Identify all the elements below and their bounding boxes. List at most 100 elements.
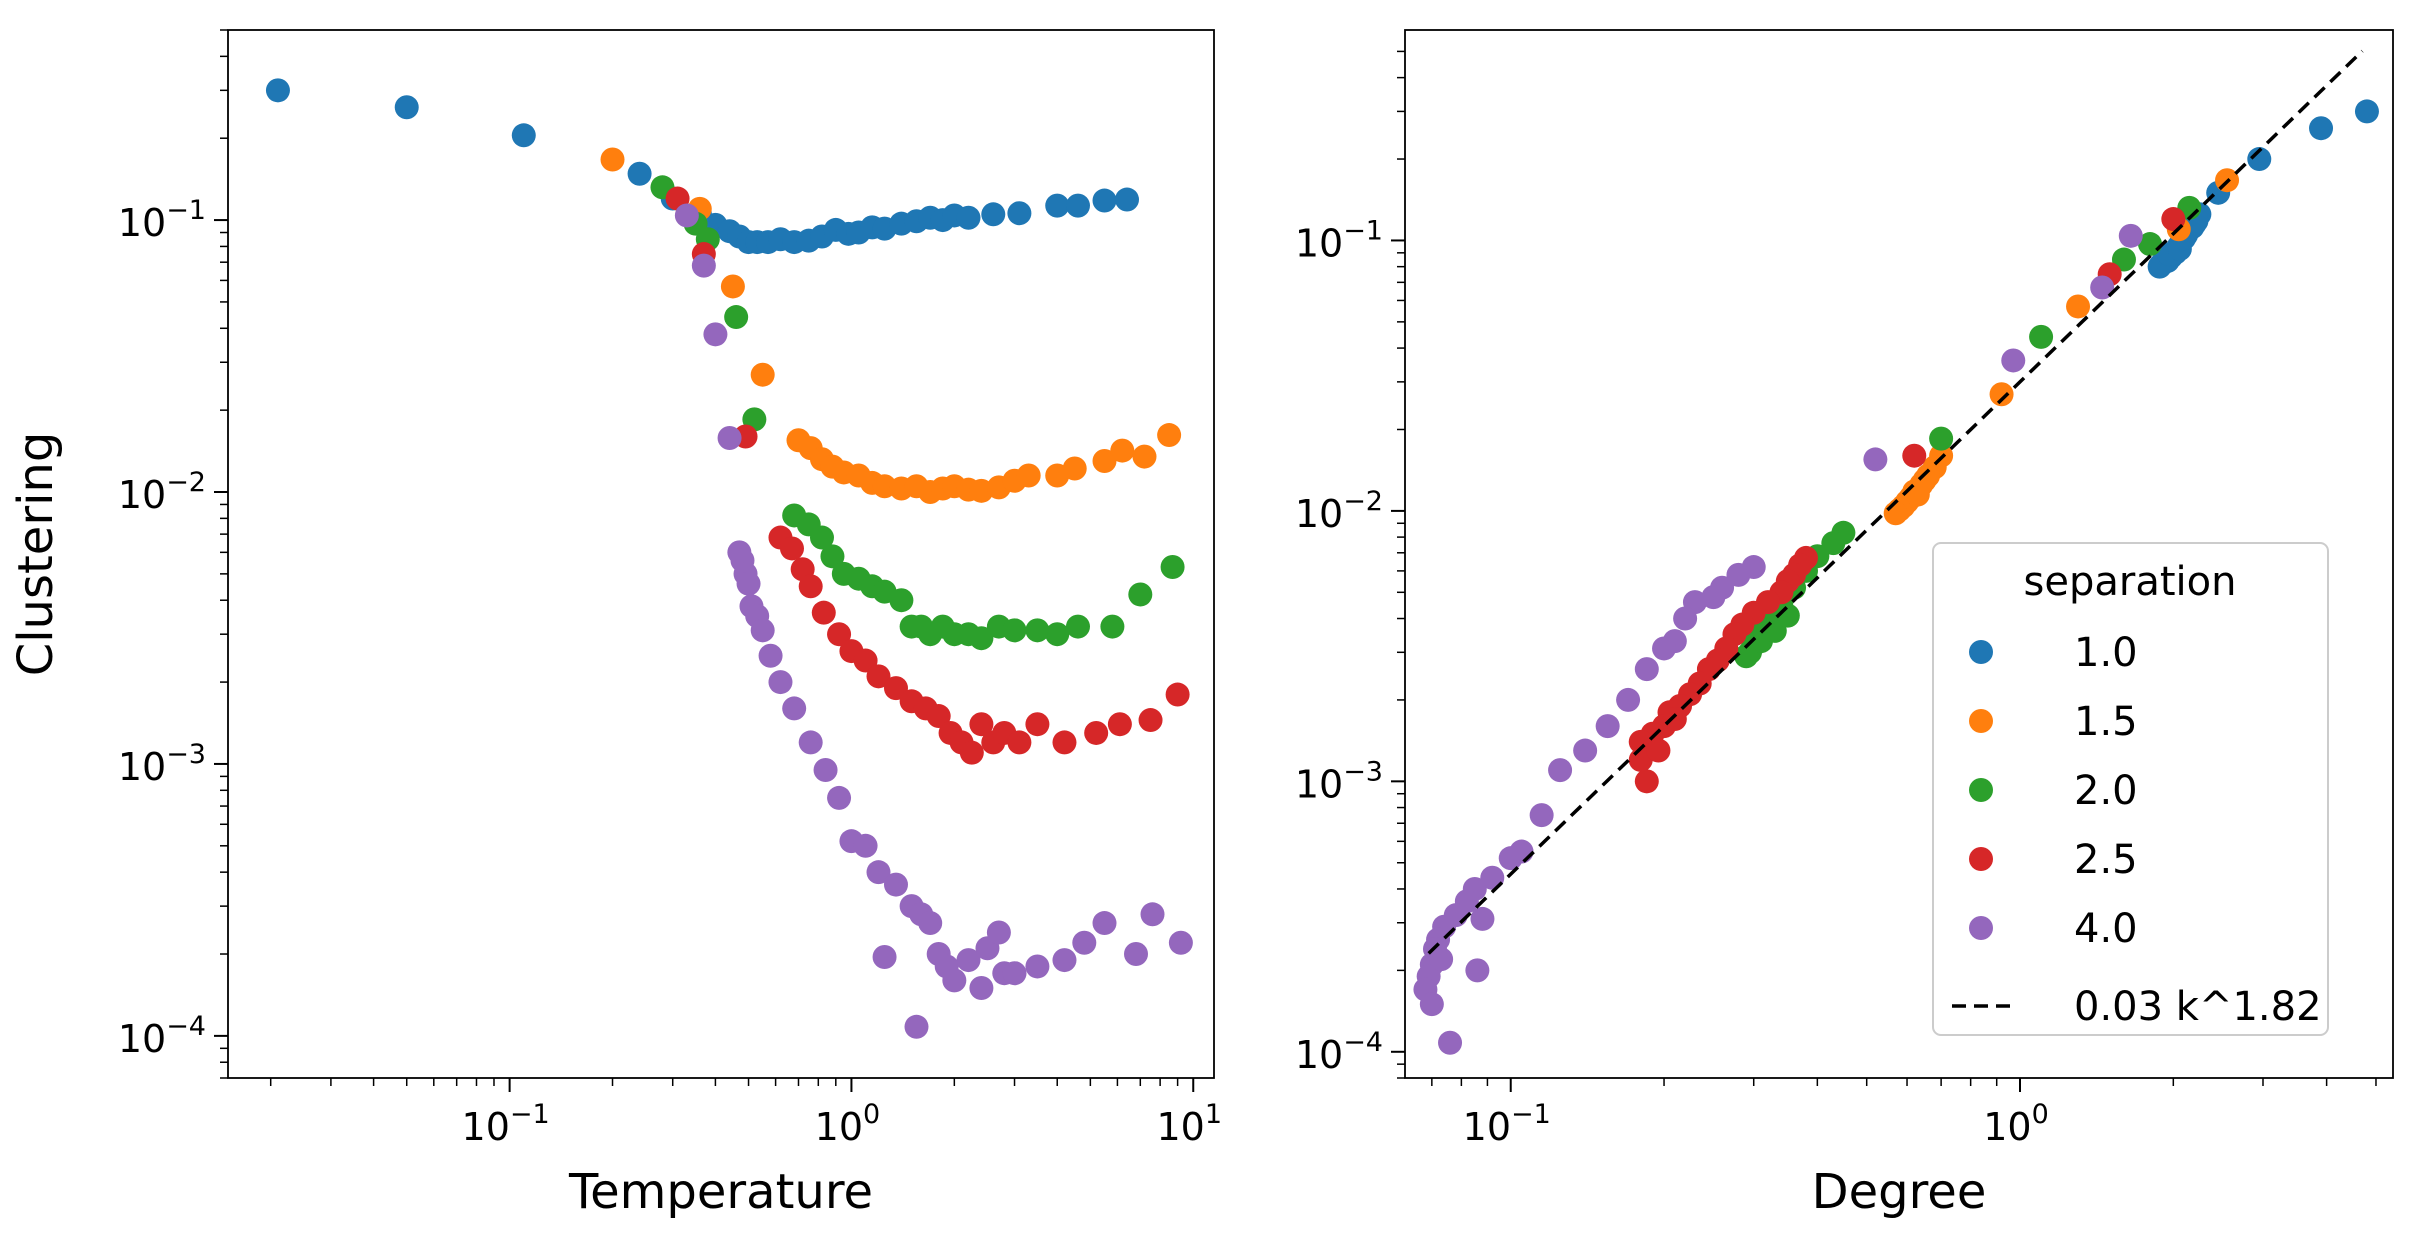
data-point-series-2-5 bbox=[1634, 769, 1659, 794]
data-point-series-4-0 bbox=[736, 571, 761, 596]
left-minor-ticks bbox=[220, 29, 1179, 1086]
data-point-series-4-0 bbox=[1470, 906, 1495, 931]
data-point-series-2-0 bbox=[1821, 531, 1846, 556]
data-point-series-1-5 bbox=[2066, 294, 2091, 319]
data-point-series-1-0 bbox=[1065, 193, 1090, 218]
data-point-series-2-5 bbox=[866, 664, 891, 689]
data-point-series-4-0 bbox=[1529, 803, 1554, 828]
data-point-series-1-0 bbox=[1045, 193, 1070, 218]
data-point-series-2-0 bbox=[1065, 614, 1090, 639]
data-point-series-2-0 bbox=[820, 544, 845, 569]
y-tick-base: 10 bbox=[118, 473, 166, 517]
data-point-series-1-5 bbox=[600, 147, 625, 172]
y-tick-base: 10 bbox=[118, 745, 166, 789]
x-tick-label: 10−1 bbox=[462, 1099, 550, 1149]
y-tick-label: 10−2 bbox=[1295, 486, 1383, 536]
data-point-series-1-0 bbox=[2247, 147, 2272, 172]
data-point-series-2-5 bbox=[1138, 708, 1163, 733]
y-tick-label: 10−4 bbox=[118, 1011, 206, 1061]
x-tick-base: 10 bbox=[1983, 1105, 2031, 1149]
data-point-series-4-0 bbox=[768, 670, 793, 695]
data-point-series-2-0 bbox=[1002, 618, 1027, 643]
legend-items: 1.0 1.5 2.0 2.5 4.0 bbox=[1969, 630, 2138, 952]
data-point-series-4-0 bbox=[1548, 758, 1573, 783]
x-tick-exponent: −1 bbox=[510, 1099, 550, 1130]
left-panel: 10−1 100 101 10−410−310−210−1 Temperature … bbox=[8, 29, 1222, 1220]
x-tick-exponent: 0 bbox=[863, 1099, 880, 1130]
data-point-series-1-5 bbox=[1883, 501, 1908, 526]
data-point-series-1-5 bbox=[1912, 468, 1937, 493]
data-point-series-1-0 bbox=[511, 123, 536, 148]
data-point-series-1-0 bbox=[1007, 201, 1032, 226]
x-tick-exponent: 0 bbox=[2032, 1099, 2049, 1130]
right-x-axis-label: Degree bbox=[1812, 1164, 1987, 1220]
data-point-series-4-0 bbox=[813, 758, 838, 783]
data-point-series-4-0 bbox=[1595, 714, 1620, 739]
legend-label: 1.5 bbox=[2074, 699, 2138, 745]
left-y-axis-label: Clustering bbox=[8, 432, 64, 677]
data-point-series-4-0 bbox=[918, 911, 943, 936]
data-point-series-2-0 bbox=[1045, 622, 1070, 647]
y-tick-label: 10−4 bbox=[1295, 1027, 1383, 1077]
data-point-series-4-0 bbox=[1124, 942, 1149, 967]
data-point-series-4-0 bbox=[1168, 930, 1193, 955]
data-point-series-4-0 bbox=[674, 203, 699, 228]
y-tick-base: 10 bbox=[1295, 221, 1343, 265]
data-point-series-4-0 bbox=[1673, 606, 1698, 631]
y-tick-exponent: −4 bbox=[1343, 1027, 1383, 1058]
y-tick-base: 10 bbox=[1295, 492, 1343, 536]
data-point-series-2-5 bbox=[1084, 720, 1109, 745]
data-point-series-4-0 bbox=[1419, 992, 1444, 1017]
data-point-series-2-0 bbox=[2029, 324, 2054, 349]
data-point-series-2-5 bbox=[959, 740, 984, 765]
data-point-series-4-0 bbox=[1726, 562, 1751, 587]
y-tick-exponent: −1 bbox=[1343, 215, 1383, 246]
y-tick-base: 10 bbox=[1295, 1033, 1343, 1077]
legend-label: 1.0 bbox=[2074, 630, 2138, 676]
data-point-series-1-0 bbox=[1092, 188, 1117, 213]
legend-label: 2.5 bbox=[2074, 837, 2138, 883]
data-point-series-4-0 bbox=[969, 975, 994, 1000]
data-point-series-2-0 bbox=[1775, 603, 1800, 628]
right-panel: 10−1 100 10−410−310−210−1 Degree separati… bbox=[1295, 29, 2394, 1220]
legend: separation 1.0 1.5 2.0 2.5 4.0 0.03 k^1.82 bbox=[1932, 542, 2329, 1036]
data-point-series-4-0 bbox=[1465, 958, 1490, 983]
y-tick-exponent: −3 bbox=[1343, 756, 1383, 787]
y-tick-exponent: −4 bbox=[166, 1011, 206, 1042]
x-tick-label: 101 bbox=[1156, 1099, 1222, 1149]
data-point-series-4-0 bbox=[1092, 911, 1117, 936]
legend-label: 2.0 bbox=[2074, 768, 2138, 814]
data-point-series-1-5 bbox=[1092, 449, 1117, 474]
y-tick-label: 10−3 bbox=[118, 739, 206, 789]
data-point-series-2-5 bbox=[1165, 682, 1190, 707]
data-point-series-1-5 bbox=[1110, 438, 1135, 463]
data-point-series-2-5 bbox=[1662, 707, 1687, 732]
data-point-series-2-0 bbox=[1128, 582, 1153, 607]
data-point-series-2-5 bbox=[926, 704, 951, 729]
data-point-series-4-0 bbox=[798, 730, 823, 755]
legend-marker bbox=[1969, 640, 1993, 664]
data-point-series-1-0 bbox=[956, 205, 981, 230]
data-point-series-4-0 bbox=[956, 948, 981, 973]
x-tick-base: 10 bbox=[1463, 1105, 1511, 1149]
data-point-series-4-0 bbox=[1863, 447, 1888, 472]
y-tick-label: 10−1 bbox=[1295, 215, 1383, 265]
data-point-series-2-0 bbox=[1025, 618, 1050, 643]
data-point-series-4-0 bbox=[750, 618, 775, 643]
data-point-series-4-0 bbox=[1498, 846, 1523, 871]
data-point-series-2-5 bbox=[969, 712, 994, 737]
data-point-series-2-5 bbox=[1107, 712, 1132, 737]
data-point-series-2-0 bbox=[1100, 614, 1125, 639]
y-tick-label: 10−3 bbox=[1295, 756, 1383, 806]
right-y-ticks: 10−410−310−210−1 bbox=[1295, 215, 1405, 1077]
data-point-series-4-0 bbox=[758, 643, 783, 668]
data-point-series-4-0 bbox=[1429, 947, 1454, 972]
legend-fit-label: 0.03 k^1.82 bbox=[2074, 984, 2322, 1030]
data-point-series-2-0 bbox=[2111, 247, 2136, 272]
data-point-series-2-5 bbox=[798, 574, 823, 599]
data-point-series-4-0 bbox=[717, 425, 742, 450]
y-tick-label: 10−2 bbox=[118, 467, 206, 517]
legend-marker bbox=[1969, 847, 1993, 871]
data-point-series-4-0 bbox=[1701, 585, 1726, 610]
